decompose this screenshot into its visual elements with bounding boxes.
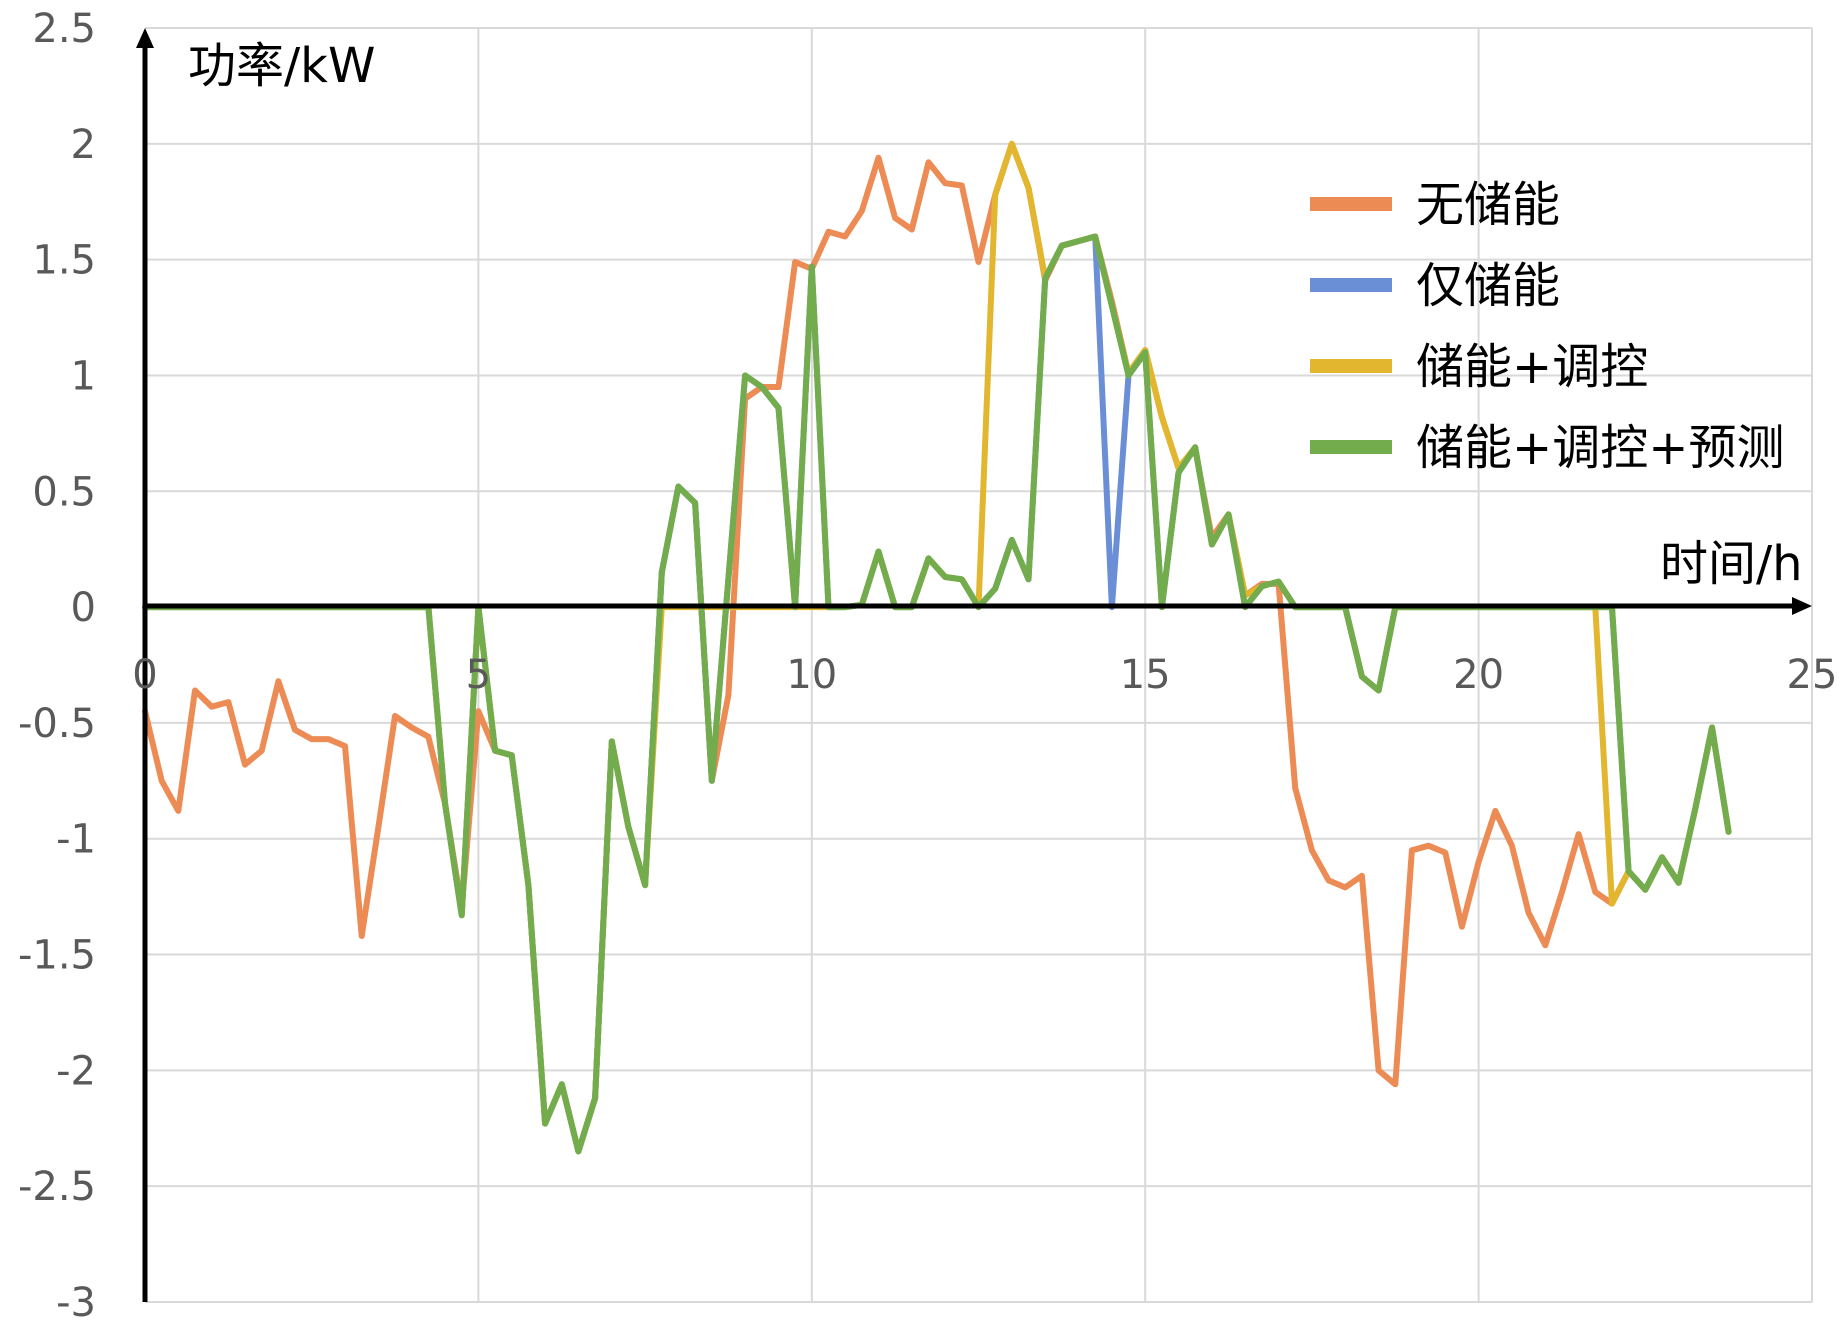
x-tick-labels: 0 5 10 15 20 25	[132, 652, 1837, 698]
legend-label: 仅储能	[1416, 258, 1560, 314]
y-tick-label: 0	[71, 585, 96, 631]
y-tick-label: 2.5	[32, 6, 96, 52]
gridlines	[145, 27, 1813, 1303]
x-tick-label: 5	[466, 652, 491, 698]
y-tick-label: -1.5	[18, 933, 96, 979]
y-tick-label: -2	[56, 1048, 96, 1094]
legend-label: 储能+调控	[1416, 339, 1648, 395]
series-line-4	[142, 233, 1732, 1155]
x-tick-label: 25	[1787, 652, 1837, 698]
x-tick-label: 20	[1453, 652, 1504, 698]
y-tick-label: -3	[56, 1280, 96, 1326]
x-tick-label: 10	[786, 652, 837, 698]
y-axis-arrow	[136, 28, 154, 48]
x-axis-arrow	[1792, 597, 1812, 615]
x-tick-label: 0	[132, 652, 157, 698]
x-axis-title: 时间/h	[1660, 536, 1803, 592]
y-tick-label: 2	[71, 122, 96, 168]
x-tick-label: 15	[1120, 652, 1171, 698]
y-tick-labels: 2.5 2 1.5 1 0.5 0 -0.5 -1 -1.5 -2 -2.5 -3	[18, 6, 96, 1326]
y-tick-label: -1	[56, 817, 96, 863]
series-lines	[142, 140, 1732, 1155]
legend-label: 无储能	[1416, 177, 1560, 233]
y-tick-label: 1	[71, 353, 96, 399]
y-tick-label: -0.5	[18, 701, 96, 747]
legend-label: 储能+调控+预测	[1416, 420, 1784, 476]
y-tick-label: 0.5	[32, 469, 96, 515]
y-tick-label: -2.5	[18, 1164, 96, 1210]
axes: 功率/kW 时间/h	[136, 28, 1812, 1302]
series-line-1	[142, 140, 1732, 1155]
y-axis-title: 功率/kW	[188, 38, 375, 94]
y-tick-label: 1.5	[32, 238, 96, 284]
